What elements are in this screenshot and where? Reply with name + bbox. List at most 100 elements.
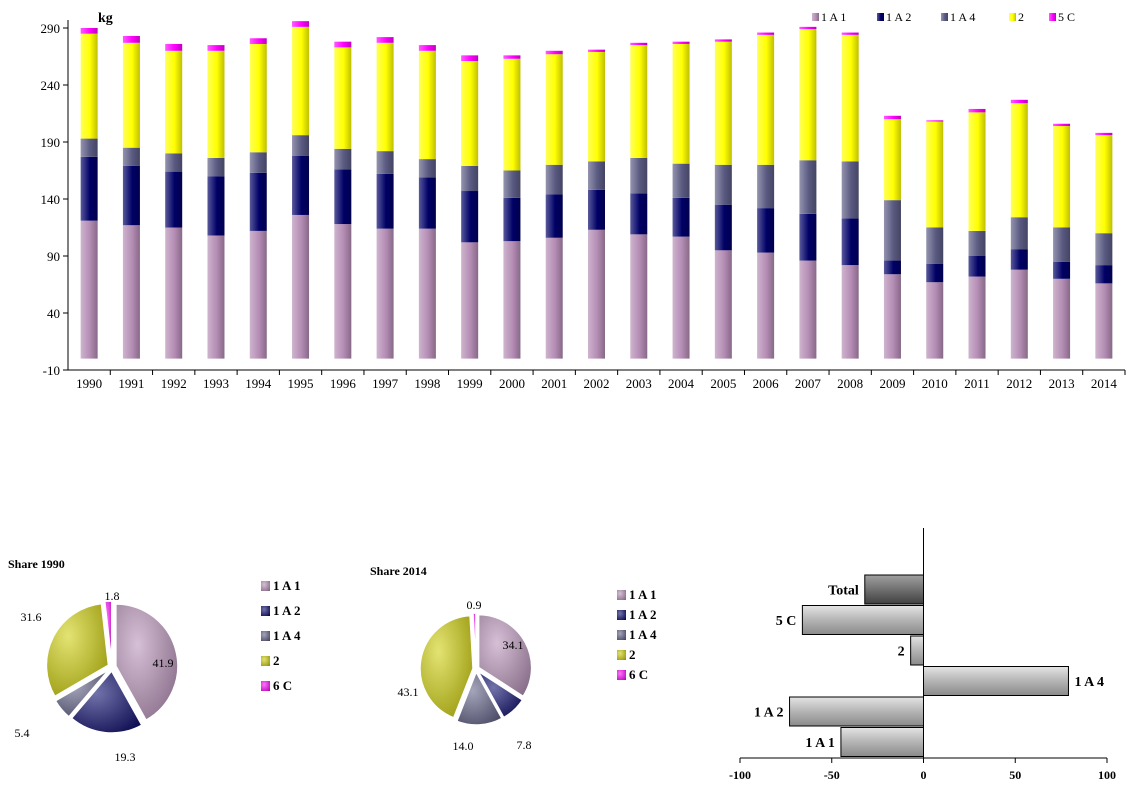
bar-segment: [1095, 283, 1113, 359]
x-tick-label: 2003: [626, 376, 652, 391]
bar-segment: [418, 45, 436, 51]
pie-title: Share 1990: [8, 557, 65, 571]
pie-value-label: 43.1: [398, 685, 419, 699]
bar-segment: [630, 193, 648, 235]
bar-segment: [630, 42, 648, 46]
bar-segment: [588, 161, 605, 190]
bar-segment: [1010, 99, 1028, 104]
x-tick-label: 2010: [922, 376, 948, 391]
bar-segment: [630, 45, 648, 158]
legend-label: 1 A 1: [273, 578, 300, 593]
pie-value-label: 19.3: [115, 750, 136, 764]
legend-label: 1 A 2: [273, 603, 300, 618]
legend-label: 1 A 1: [821, 10, 846, 24]
x-tick-label: 50: [1009, 768, 1021, 782]
bar-segment: [418, 159, 436, 178]
x-tick-label: 2005: [710, 376, 736, 391]
bar-segment: [841, 218, 859, 266]
legend-label: 1 A 4: [629, 627, 657, 642]
bar-segment: [672, 197, 690, 237]
pie-slice: [455, 670, 503, 726]
bar-segment: [799, 260, 817, 359]
legend-swatch: [941, 13, 948, 21]
bar-segment: [883, 115, 901, 120]
x-tick-label: 2013: [1049, 376, 1075, 391]
legend-swatch: [1009, 13, 1016, 21]
legend-swatch: [617, 610, 626, 620]
category-label: 2: [898, 645, 905, 660]
change-bar: [840, 727, 924, 757]
bar-segment: [757, 34, 775, 165]
bar-segment: [165, 227, 183, 359]
legend-swatch: [261, 606, 270, 616]
bar-segment: [672, 236, 690, 359]
pie-slice: [477, 613, 533, 698]
bar-segment: [376, 151, 394, 174]
bar-segment: [883, 119, 901, 201]
pie-slice: [472, 612, 477, 667]
bar-segment: [672, 43, 690, 164]
pie-slice: [103, 600, 113, 664]
bar-segment: [503, 55, 521, 59]
x-tick-label: 1998: [414, 376, 440, 391]
x-tick-label: 2011: [964, 376, 990, 391]
bar-segment: [545, 164, 563, 195]
y-tick-label: 240: [41, 78, 61, 93]
x-tick-label: 1990: [76, 376, 102, 391]
bar-segment: [461, 55, 479, 62]
x-tick-label: 2007: [795, 376, 822, 391]
bar-segment: [249, 38, 267, 44]
legend-label: 1 A 4: [950, 10, 975, 24]
bar-segment: [249, 172, 267, 231]
x-tick-label: 2009: [879, 376, 905, 391]
x-tick-label: 2001: [541, 376, 567, 391]
bar-segment: [418, 177, 436, 229]
x-tick-label: 2012: [1006, 376, 1032, 391]
bar-segment: [841, 265, 859, 359]
pie-value-label: 34.1: [503, 638, 524, 652]
x-tick-label: 2008: [837, 376, 863, 391]
legend-swatch: [617, 650, 626, 660]
bar-segment: [503, 241, 521, 359]
bar-segment: [503, 197, 521, 242]
bar-segment: [968, 230, 986, 256]
bar-segment: [461, 61, 479, 166]
bar-segment: [292, 135, 310, 156]
bar-segment: [1053, 227, 1071, 262]
pie-value-label: 41.9: [153, 656, 174, 670]
x-tick-label: -100: [729, 768, 751, 782]
pie-value-label: 1.8: [105, 589, 120, 603]
bar-segment: [926, 121, 944, 228]
x-tick-label: 100: [1098, 768, 1116, 782]
bar-segment: [461, 191, 479, 243]
bar-segment: [207, 176, 225, 236]
bar-segment: [714, 41, 732, 165]
legend-swatch: [617, 670, 626, 680]
bar-segment: [165, 153, 183, 172]
y-tick-label: 90: [47, 249, 60, 264]
pie-value-label: 5.4: [15, 726, 30, 740]
legend-label: 1 A 4: [273, 628, 301, 643]
change-bar: [910, 635, 924, 666]
y-axis-unit: kg: [98, 11, 113, 26]
x-tick-label: 1996: [330, 376, 357, 391]
legend-label: 5 C: [1058, 10, 1075, 24]
bar-segment: [588, 229, 605, 359]
category-label: 5 C: [776, 614, 797, 629]
bar-segment: [926, 120, 944, 122]
bar-segment: [122, 147, 140, 166]
bar-segment: [841, 161, 859, 219]
bar-segment: [1053, 126, 1071, 228]
y-tick-label: 290: [41, 21, 61, 36]
bar-segment: [80, 33, 98, 139]
bar-segment: [376, 37, 394, 43]
legend-swatch: [877, 13, 884, 21]
x-tick-label: 0: [921, 768, 927, 782]
bar-segment: [292, 21, 310, 27]
change-bar: [789, 696, 924, 727]
pie-chart-2014: Share 2014 34.1 7.8 14.0 43.1 0.9 1 A 1 1 A 2 1 …: [370, 564, 657, 753]
pie-title: Share 2014: [370, 564, 427, 578]
bar-segment: [165, 171, 183, 228]
bar-segment: [714, 204, 732, 251]
x-tick-label: 1993: [203, 376, 229, 391]
